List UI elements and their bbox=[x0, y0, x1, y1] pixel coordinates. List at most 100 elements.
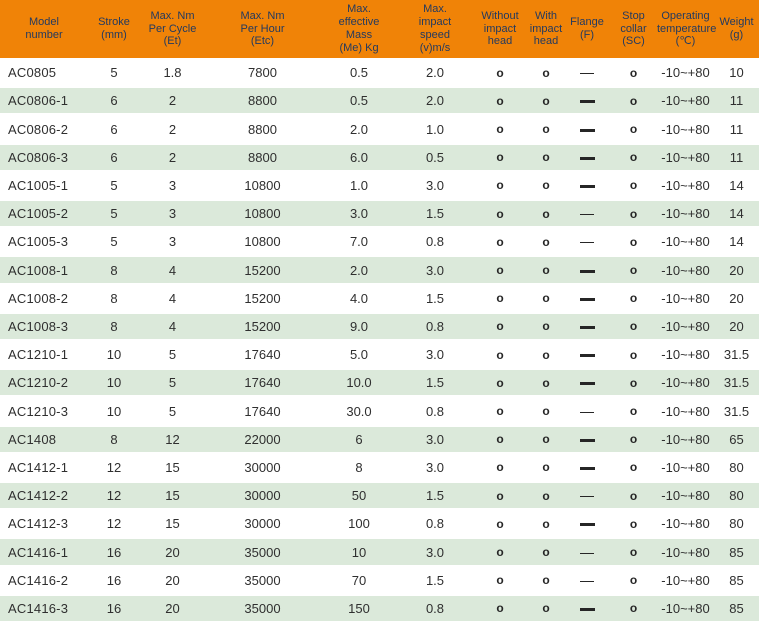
cell-weight: 14 bbox=[729, 234, 744, 250]
cell-mass: 0.5 bbox=[349, 93, 369, 109]
cell-etc: 8800 bbox=[248, 93, 277, 109]
cell-flange bbox=[564, 66, 610, 79]
cell-mass: 6.0 bbox=[349, 149, 369, 165]
cell-temp: -10~+80 bbox=[661, 149, 710, 165]
cell-without_head: o bbox=[496, 516, 504, 531]
cell-stop_collar: o bbox=[629, 291, 638, 306]
cell-temp: -10~+80 bbox=[661, 600, 710, 616]
table-header-row: Model number Stroke (mm) Max. Nm Per Cycle… bbox=[0, 0, 759, 58]
cell-with_head: o bbox=[542, 488, 550, 503]
cell-speed: 3.0 bbox=[425, 177, 445, 193]
cell-et: 20 bbox=[165, 572, 180, 588]
cell-stop_collar: o bbox=[629, 516, 638, 531]
table-row: AC1210-3 10 5 17640 30.0 0.8 o o o -10~+80 31.5 bbox=[0, 396, 759, 425]
cell-speed: 2.0 bbox=[425, 93, 445, 109]
cell-model: AC1008-3 bbox=[8, 318, 69, 334]
cell-without_head: o bbox=[496, 432, 504, 447]
cell-without_head: o bbox=[496, 234, 504, 249]
cell-mass: 9.0 bbox=[349, 318, 369, 334]
cell-without_head: o bbox=[496, 122, 504, 136]
cell-flange bbox=[564, 94, 610, 107]
cell-stop_collar: o bbox=[629, 65, 638, 80]
cell-without_head: o bbox=[496, 65, 504, 80]
cell-etc: 22000 bbox=[244, 431, 281, 447]
column-header-stroke: Stroke (mm) bbox=[98, 16, 130, 41]
cell-temp: -10~+80 bbox=[661, 375, 710, 391]
flange-dash-thin bbox=[580, 496, 594, 498]
cell-temp: -10~+80 bbox=[661, 234, 710, 250]
table-row: AC1408 8 12 22000 6 3.0 o o o -10~+80 65 bbox=[0, 424, 759, 453]
cell-model: AC0806-2 bbox=[8, 121, 69, 137]
cell-stop_collar: o bbox=[629, 404, 638, 419]
cell-with_head: o bbox=[542, 545, 550, 560]
cell-et: 5 bbox=[168, 403, 177, 419]
cell-mass: 50 bbox=[351, 488, 367, 504]
cell-temp: -10~+80 bbox=[661, 121, 710, 137]
cell-without_head: o bbox=[496, 150, 504, 165]
cell-temp: -10~+80 bbox=[661, 431, 710, 447]
cell-temp: -10~+80 bbox=[661, 544, 710, 560]
cell-flange bbox=[564, 546, 610, 559]
column-header-without_head: Without impact head bbox=[481, 9, 519, 48]
flange-dash-bold bbox=[579, 297, 595, 301]
cell-with_head: o bbox=[542, 291, 550, 306]
cell-et: 3 bbox=[168, 206, 177, 222]
table-row: AC1412-3 12 15 30000 100 0.8 o o o -10~+80 80 bbox=[0, 509, 759, 538]
cell-stroke: 5 bbox=[110, 65, 118, 81]
cell-weight: 14 bbox=[729, 206, 744, 222]
cell-with_head: o bbox=[542, 206, 550, 221]
cell-mass: 10.0 bbox=[346, 375, 372, 391]
cell-flange bbox=[564, 179, 610, 192]
cell-speed: 3.0 bbox=[425, 459, 445, 475]
cell-weight: 80 bbox=[729, 459, 744, 475]
cell-without_head: o bbox=[496, 375, 504, 390]
cell-mass: 0.5 bbox=[349, 65, 369, 81]
cell-stroke: 8 bbox=[110, 318, 118, 334]
cell-with_head: o bbox=[542, 65, 550, 80]
cell-model: AC1408 bbox=[8, 431, 57, 447]
cell-temp: -10~+80 bbox=[661, 318, 710, 334]
cell-with_head: o bbox=[542, 234, 550, 249]
cell-etc: 17640 bbox=[244, 347, 281, 363]
cell-weight: 31.5 bbox=[723, 403, 750, 419]
cell-weight: 85 bbox=[729, 572, 744, 588]
cell-speed: 3.0 bbox=[425, 431, 445, 447]
cell-model: AC1210-3 bbox=[8, 403, 69, 419]
cell-weight: 85 bbox=[729, 600, 744, 616]
cell-stroke: 8 bbox=[110, 290, 118, 306]
cell-flange bbox=[564, 123, 610, 136]
table-row: AC1416-3 16 20 35000 150 0.8 o o o -10~+80 85 bbox=[0, 593, 759, 622]
cell-temp: -10~+80 bbox=[661, 347, 710, 363]
cell-flange bbox=[564, 574, 610, 587]
cell-stroke: 8 bbox=[110, 431, 118, 447]
cell-without_head: o bbox=[496, 601, 504, 616]
cell-etc: 35000 bbox=[244, 572, 281, 588]
flange-dash-bold bbox=[579, 354, 595, 358]
flange-dash-thin bbox=[580, 411, 594, 413]
flange-dash-bold bbox=[579, 269, 595, 273]
flange-dash-thin bbox=[580, 580, 594, 582]
flange-dash-bold bbox=[579, 100, 595, 104]
cell-stop_collar: o bbox=[629, 263, 638, 278]
cell-weight: 20 bbox=[729, 262, 744, 278]
cell-etc: 8800 bbox=[248, 149, 277, 165]
table-row: AC1210-1 10 5 17640 5.0 3.0 o o o -10~+80 31.5 bbox=[0, 340, 759, 369]
cell-flange bbox=[564, 602, 610, 615]
cell-temp: -10~+80 bbox=[661, 290, 710, 306]
cell-et: 20 bbox=[165, 600, 180, 616]
cell-stroke: 6 bbox=[110, 93, 118, 109]
cell-mass: 3.0 bbox=[349, 206, 369, 222]
cell-stroke: 12 bbox=[106, 516, 122, 532]
flange-dash-bold bbox=[579, 438, 595, 442]
cell-mass: 4.0 bbox=[349, 290, 369, 306]
cell-weight: 11 bbox=[729, 149, 744, 165]
cell-flange bbox=[564, 207, 610, 220]
table-body: AC0805 5 1.8 7800 0.5 2.0 o o o -10~+80 10 AC0806-1… bbox=[0, 58, 759, 622]
cell-weight: 80 bbox=[729, 488, 744, 504]
cell-et: 1.8 bbox=[163, 65, 182, 81]
cell-stop_collar: o bbox=[629, 573, 638, 588]
cell-speed: 1.5 bbox=[425, 375, 445, 391]
cell-model: AC1005-3 bbox=[8, 234, 69, 250]
cell-mass: 2.0 bbox=[349, 262, 369, 278]
cell-mass: 8 bbox=[355, 459, 363, 475]
